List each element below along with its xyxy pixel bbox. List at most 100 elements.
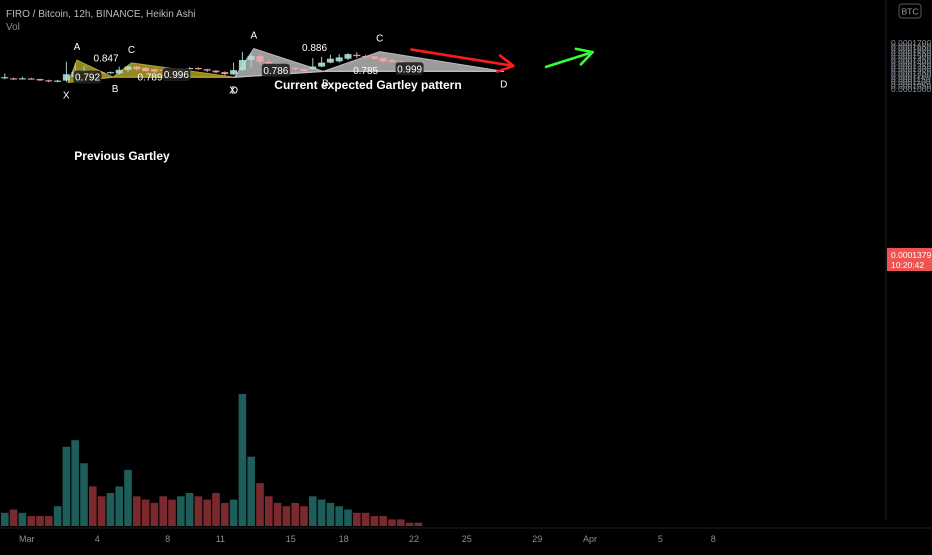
candle-body: [150, 69, 158, 72]
volume-bar: [282, 506, 291, 526]
candle-body: [388, 60, 396, 62]
price-axis[interactable]: 0.00017000.00016500.00016000.00015500.00…: [891, 38, 931, 94]
symbol-title[interactable]: FIRO / Bitcoin, 12h, BINANCE, Heikin Ash…: [6, 9, 196, 20]
candle-body: [370, 56, 378, 59]
time-tick-label: 25: [462, 534, 472, 544]
price-tick-label: 0.0001100: [891, 77, 931, 87]
volume-bar: [397, 519, 405, 526]
volume-bar: [45, 516, 53, 526]
arrow-down-shaft: [410, 48, 515, 68]
ratio-label: 0.785: [353, 66, 378, 77]
volume-bar: [405, 522, 414, 526]
volume-bar: [379, 516, 387, 526]
volume-bar: [62, 446, 71, 526]
pattern-point-a: A: [74, 42, 81, 53]
price-tick-label: 0.0001450: [891, 54, 931, 64]
volume-bar: [71, 440, 79, 526]
ratio-label: 0.792: [75, 73, 100, 84]
volume-bar: [353, 512, 361, 526]
time-axis[interactable]: Mar 4 8 11 15 18 22 25 29 Apr 5 8: [19, 534, 716, 544]
currency-badge[interactable]: BTC: [898, 3, 922, 19]
candle-body: [27, 78, 35, 80]
pattern-point-d: D: [231, 85, 238, 96]
price-tick-label: 0.0001300: [891, 64, 931, 74]
time-tick-label: 22: [409, 534, 419, 544]
volume-bar: [133, 496, 141, 526]
candle-body: [54, 80, 62, 82]
volume-bar: [115, 486, 123, 526]
candle-body: [300, 68, 308, 72]
volume-bar: [97, 496, 106, 526]
candle-body: [10, 78, 18, 80]
candle-body: [238, 60, 246, 71]
candle-body: [62, 74, 70, 81]
candle-body: [256, 56, 264, 62]
volume-bar: [18, 512, 27, 526]
arrow-up-shaft: [544, 50, 594, 69]
pattern-title: Previous Gartley: [74, 149, 170, 163]
volume-bar: [168, 499, 176, 526]
volume-bar: [335, 506, 343, 526]
pattern-point-x: X: [229, 85, 236, 96]
volume-bar: [229, 499, 238, 526]
pattern-point-b: B: [112, 84, 119, 95]
pattern-point-c: C: [128, 45, 135, 56]
pattern-point-x: X: [63, 90, 70, 101]
candle-body: [265, 61, 273, 65]
annotation-layer: X A B C D 0.847 0.792 0.789 0.996 Previous Gartle…: [63, 31, 508, 163]
volume-bar: [150, 502, 159, 526]
currency-badge-frame: [898, 3, 922, 19]
volume-bar: [53, 506, 62, 526]
candle-body: [309, 66, 317, 70]
price-tick-label: 0.0001350: [891, 61, 931, 71]
price-tick-label: 0.0001000: [891, 84, 931, 94]
candle-body: [18, 78, 26, 80]
volume-bar: [194, 496, 203, 526]
candle-body: [362, 56, 370, 58]
volume-bar: [414, 522, 423, 526]
volume-indicator-label[interactable]: Vol: [6, 22, 20, 33]
price-tick-label: 0.0001650: [891, 41, 931, 51]
price-tick-label: 0.0001500: [891, 51, 931, 61]
volume-bar: [265, 496, 273, 526]
ratio-label: 0.789: [137, 73, 162, 84]
candle-body: [106, 72, 114, 74]
last-price-value: 0.0001379: [891, 250, 931, 260]
chart-legend: FIRO / Bitcoin, 12h, BINANCE, Heikin Ash…: [6, 8, 196, 34]
volume-bar: [1, 512, 9, 526]
volume-bar: [80, 463, 88, 526]
candle-body: [142, 67, 150, 72]
volume-bar: [141, 499, 150, 526]
candle-body: [291, 67, 299, 70]
ratio-label-bg: [261, 63, 290, 77]
pattern-point-a: A: [251, 31, 258, 42]
candle-body: [212, 70, 220, 73]
pattern-point-c: C: [376, 34, 383, 45]
time-tick-label: Apr: [583, 534, 597, 544]
volume-bar: [238, 394, 247, 526]
time-tick-label: 18: [339, 534, 349, 544]
ratio-label: 0.786: [263, 66, 288, 77]
volume-bar: [212, 493, 220, 526]
last-price-tag-bg: [887, 248, 932, 271]
bar-countdown: 10:20:42: [891, 260, 924, 270]
time-tick-label: 11: [216, 534, 225, 544]
volume-bar: [247, 456, 255, 526]
ratio-label-bg: [162, 68, 191, 82]
volume-bar: [106, 493, 115, 526]
volume-bar: [9, 509, 18, 526]
pattern-point-d: D: [500, 79, 507, 90]
ratio-label-bg: [395, 62, 424, 76]
candle-body: [335, 57, 343, 62]
price-tick-label: 0.0001400: [891, 58, 931, 68]
time-tick-label: 8: [711, 534, 716, 544]
candle-body: [45, 80, 53, 82]
arrow-up-head: [574, 47, 594, 66]
time-tick-label: 29: [532, 534, 542, 544]
price-tick-label: 0.0001700: [891, 38, 931, 48]
candle-body: [344, 54, 352, 59]
time-tick-label: Mar: [19, 534, 35, 544]
volume-bar: [124, 469, 132, 526]
